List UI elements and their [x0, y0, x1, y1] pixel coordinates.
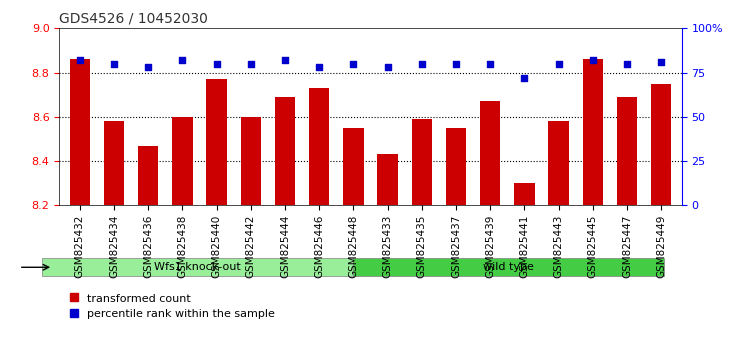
Bar	[617, 97, 637, 354]
Point	[553, 61, 565, 67]
Bar	[275, 97, 295, 354]
Bar	[241, 117, 261, 354]
Text: GDS4526 / 10452030: GDS4526 / 10452030	[59, 12, 208, 26]
Bar	[70, 59, 90, 354]
Point	[485, 61, 496, 67]
Text: Wfs1 knock-out: Wfs1 knock-out	[154, 262, 241, 272]
Point	[245, 61, 256, 67]
Bar	[104, 121, 124, 354]
Bar	[343, 128, 364, 354]
Bar	[514, 183, 535, 354]
Point	[108, 61, 120, 67]
Legend: transformed count, percentile rank within the sample: transformed count, percentile rank withi…	[64, 289, 279, 324]
Point	[142, 64, 154, 70]
Point	[519, 75, 531, 81]
Bar	[548, 121, 569, 354]
Bar	[206, 79, 227, 354]
Point	[176, 57, 188, 63]
Bar	[446, 128, 466, 354]
Point	[279, 57, 291, 63]
Point	[621, 61, 633, 67]
Point	[210, 61, 222, 67]
Bar	[138, 145, 159, 354]
Bar	[411, 119, 432, 354]
FancyBboxPatch shape	[42, 258, 353, 276]
Point	[587, 57, 599, 63]
Point	[655, 59, 667, 65]
Point	[348, 61, 359, 67]
Text: wild type: wild type	[483, 262, 534, 272]
Point	[450, 61, 462, 67]
Point	[416, 61, 428, 67]
Point	[74, 57, 86, 63]
Bar	[582, 59, 603, 354]
Point	[382, 64, 393, 70]
Bar	[309, 88, 330, 354]
Bar	[172, 117, 193, 354]
Bar	[377, 154, 398, 354]
Point	[313, 64, 325, 70]
Bar	[480, 101, 500, 354]
FancyBboxPatch shape	[353, 258, 665, 276]
Bar	[651, 84, 671, 354]
